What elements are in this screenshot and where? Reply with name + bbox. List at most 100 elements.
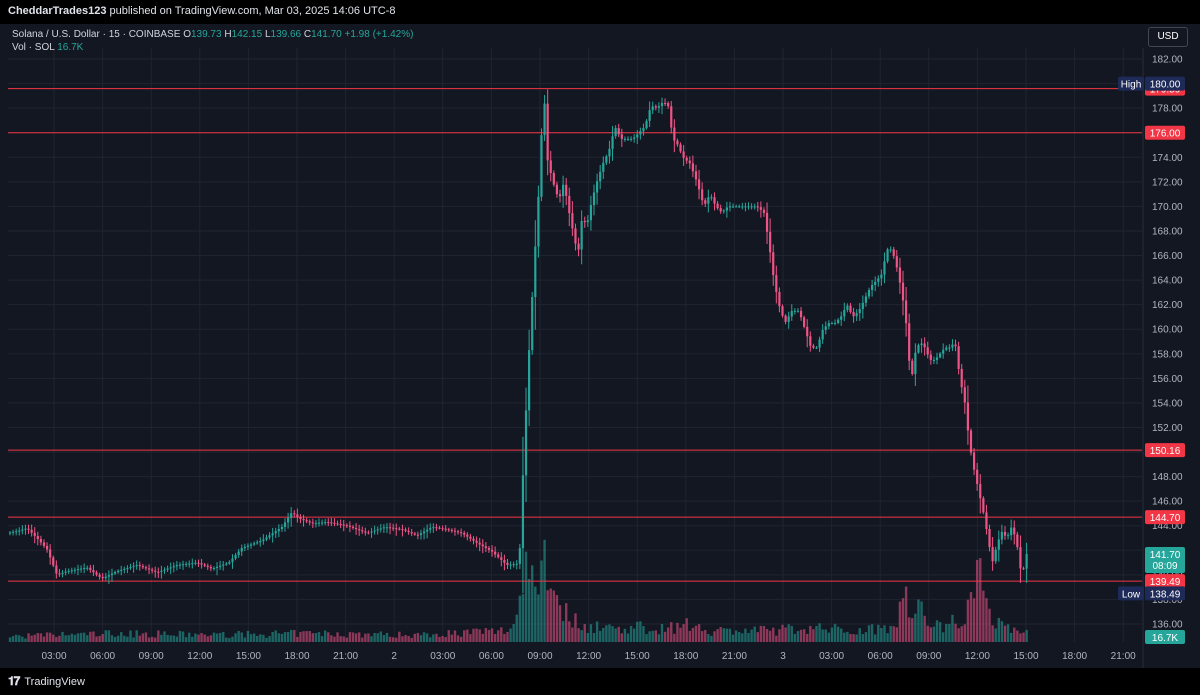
volume-bar <box>1003 625 1007 642</box>
price-tick-label: 182.00 <box>1152 55 1183 66</box>
candle-body <box>138 565 141 567</box>
author-name[interactable]: CheddarTrades123 <box>8 5 107 17</box>
volume-bar <box>515 614 518 642</box>
candle-body <box>799 310 803 318</box>
candle-body <box>376 529 379 531</box>
volume-bar <box>880 627 883 642</box>
volume-bar <box>89 631 92 642</box>
volume-bar <box>843 632 846 642</box>
candle-body <box>358 529 361 531</box>
legend-symbol[interactable]: Solana / U.S. Dollar · 15 · COINBASE <box>12 29 181 40</box>
candle-body <box>39 539 42 543</box>
legend-low-label: L <box>264 29 271 40</box>
volume-bar <box>611 626 614 642</box>
candle-body <box>744 206 747 208</box>
candle-body <box>599 171 602 182</box>
volume-bar <box>592 633 596 642</box>
candle-body <box>231 558 234 563</box>
volume-bar <box>775 635 778 642</box>
brand-name: TradingView <box>24 675 85 688</box>
candle-body <box>478 542 481 545</box>
volume-bar <box>469 634 472 642</box>
candle-body <box>466 534 469 537</box>
candle-body <box>385 527 389 529</box>
candle-body <box>351 526 355 528</box>
candle-body <box>824 326 827 330</box>
candle-body <box>803 317 806 327</box>
price-tick-label: 160.00 <box>1152 325 1183 336</box>
volume-bar <box>549 588 552 642</box>
level-badge <box>1145 574 1185 589</box>
candle-body <box>911 360 914 374</box>
volume-bar <box>401 636 404 642</box>
volume-bar <box>104 630 107 642</box>
volume-bar <box>163 631 166 642</box>
volume-bar <box>574 613 577 642</box>
volume-label[interactable]: Vol · SOL <box>12 42 55 53</box>
volume-bar <box>620 633 624 642</box>
candle-body <box>1016 534 1019 548</box>
volume-bar <box>178 630 182 642</box>
time-axis[interactable]: 03:00 06:00 09:00 12:00 15:00 18:00 21:00 2 03:0… <box>41 651 1136 662</box>
volume-bar <box>141 633 145 642</box>
candle-body <box>972 452 976 470</box>
volume-bar <box>954 623 957 642</box>
candle-body <box>249 544 253 546</box>
volume-bar <box>988 608 991 642</box>
publish-text: CheddarTrades123 published on TradingVie… <box>8 5 395 17</box>
volume-bar <box>410 637 413 642</box>
volume-bar <box>509 628 512 642</box>
candle-body <box>225 563 228 565</box>
candle-body <box>404 529 407 531</box>
time-tick-label: 09:00 <box>139 651 164 662</box>
volume-bar <box>398 631 401 642</box>
candle-body <box>484 546 487 549</box>
volume-bar <box>642 626 645 642</box>
candle-body <box>33 532 36 536</box>
volume-bar <box>972 598 976 642</box>
volume-bar <box>48 632 52 642</box>
volume-bar <box>506 631 509 642</box>
candle-body <box>611 136 614 149</box>
volume-bar <box>932 626 936 642</box>
volume-bar <box>110 635 114 642</box>
volume-bar <box>342 636 345 642</box>
volume-bar <box>704 630 707 642</box>
volume-bar <box>339 636 342 642</box>
volume-bar <box>914 613 917 642</box>
volume-bar <box>864 632 868 642</box>
candle-body <box>311 522 314 524</box>
volume-bar <box>734 630 738 642</box>
volume-bar <box>181 631 185 642</box>
volume-bar <box>901 598 905 642</box>
tradingview-brand[interactable]: 𝟏𝟕 TradingView <box>8 674 85 689</box>
candle-body <box>490 549 494 552</box>
candle-body <box>772 252 775 276</box>
currency-button[interactable]: USD <box>1148 27 1188 47</box>
volume-bar <box>982 590 985 642</box>
volume-bar <box>357 632 361 642</box>
candle-body <box>657 106 660 108</box>
candle-body <box>892 249 895 257</box>
candle-body <box>673 127 676 141</box>
candle-body <box>151 569 154 571</box>
candle-body <box>877 278 880 282</box>
volume-value: 16.7K <box>57 42 84 53</box>
volume-bar <box>670 622 673 642</box>
volume-bar <box>605 625 608 642</box>
price-chart[interactable]: 182.00 180.00 178.00 176.00 174.00 172.00 170.… <box>0 0 1200 668</box>
candle-body <box>243 546 246 549</box>
candle-body <box>988 528 991 548</box>
volume-bar <box>586 632 590 642</box>
candle-body <box>938 353 942 358</box>
candle-body <box>305 520 308 522</box>
time-tick-label: 09:00 <box>916 651 941 662</box>
price-tick-label: 178.00 <box>1152 104 1183 115</box>
volume-bar <box>107 630 111 642</box>
legend-change: +1.98 (+1.42%) <box>344 29 414 40</box>
volume-bar <box>98 635 101 642</box>
volume-bar <box>1000 621 1004 642</box>
candle-body <box>398 528 401 530</box>
horizontal-levels[interactable] <box>8 88 1142 582</box>
candle-body <box>645 120 648 129</box>
